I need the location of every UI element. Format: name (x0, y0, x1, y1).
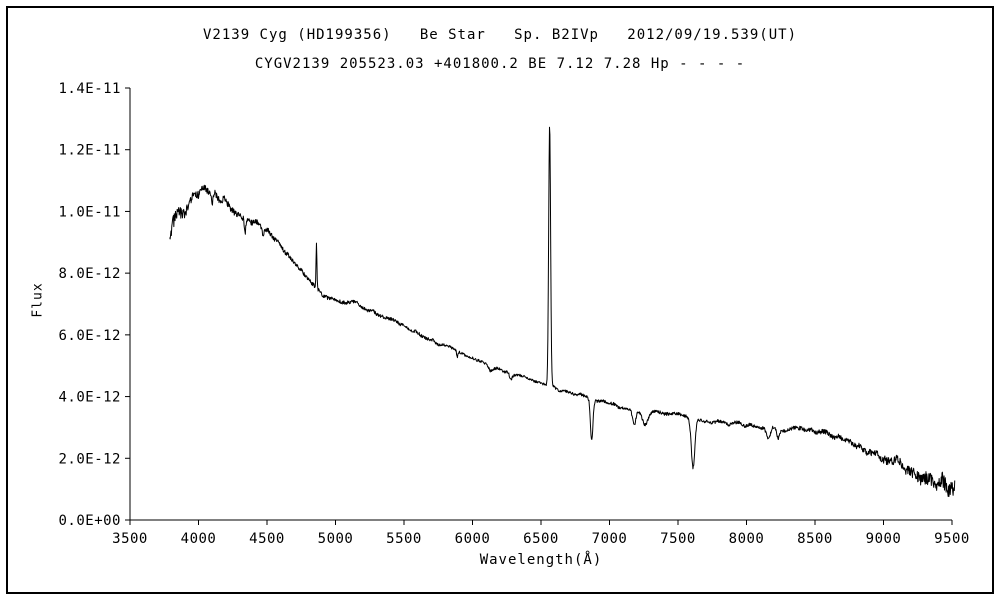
chart-subtitle: CYGV2139 205523.03 +401800.2 BE 7.12 7.2… (254, 56, 746, 72)
chart-title: V2139 Cyg (HD199356) Be Star Sp. B2IVp 2… (202, 27, 797, 43)
y-tick-label: 0.0E+00 (58, 513, 121, 529)
x-tick-label: 6000 (455, 531, 491, 547)
y-tick-label: 1.4E-11 (58, 81, 121, 97)
x-tick-label: 4500 (249, 531, 285, 547)
x-tick-label: 9500 (934, 531, 970, 547)
x-tick-label: 7500 (660, 531, 696, 547)
x-tick-label: 4000 (181, 531, 217, 547)
y-tick-label: 1.0E-11 (58, 204, 121, 220)
y-tick-label: 8.0E-12 (58, 266, 121, 282)
x-tick-label: 3500 (112, 531, 148, 547)
y-tick-label: 4.0E-12 (58, 390, 121, 406)
x-tick-label: 9000 (866, 531, 902, 547)
x-tick-label: 8000 (729, 531, 765, 547)
x-tick-label: 5500 (386, 531, 422, 547)
spectrum-line (169, 126, 956, 497)
y-tick-label: 6.0E-12 (58, 328, 121, 344)
x-tick-label: 7000 (592, 531, 628, 547)
y-tick-label: 1.2E-11 (58, 143, 121, 159)
x-tick-label: 8500 (797, 531, 833, 547)
x-tick-label: 5000 (318, 531, 354, 547)
x-axis-title: Wavelength(Å) (479, 552, 603, 568)
x-tick-label: 6500 (523, 531, 559, 547)
y-tick-label: 2.0E-12 (58, 451, 121, 467)
